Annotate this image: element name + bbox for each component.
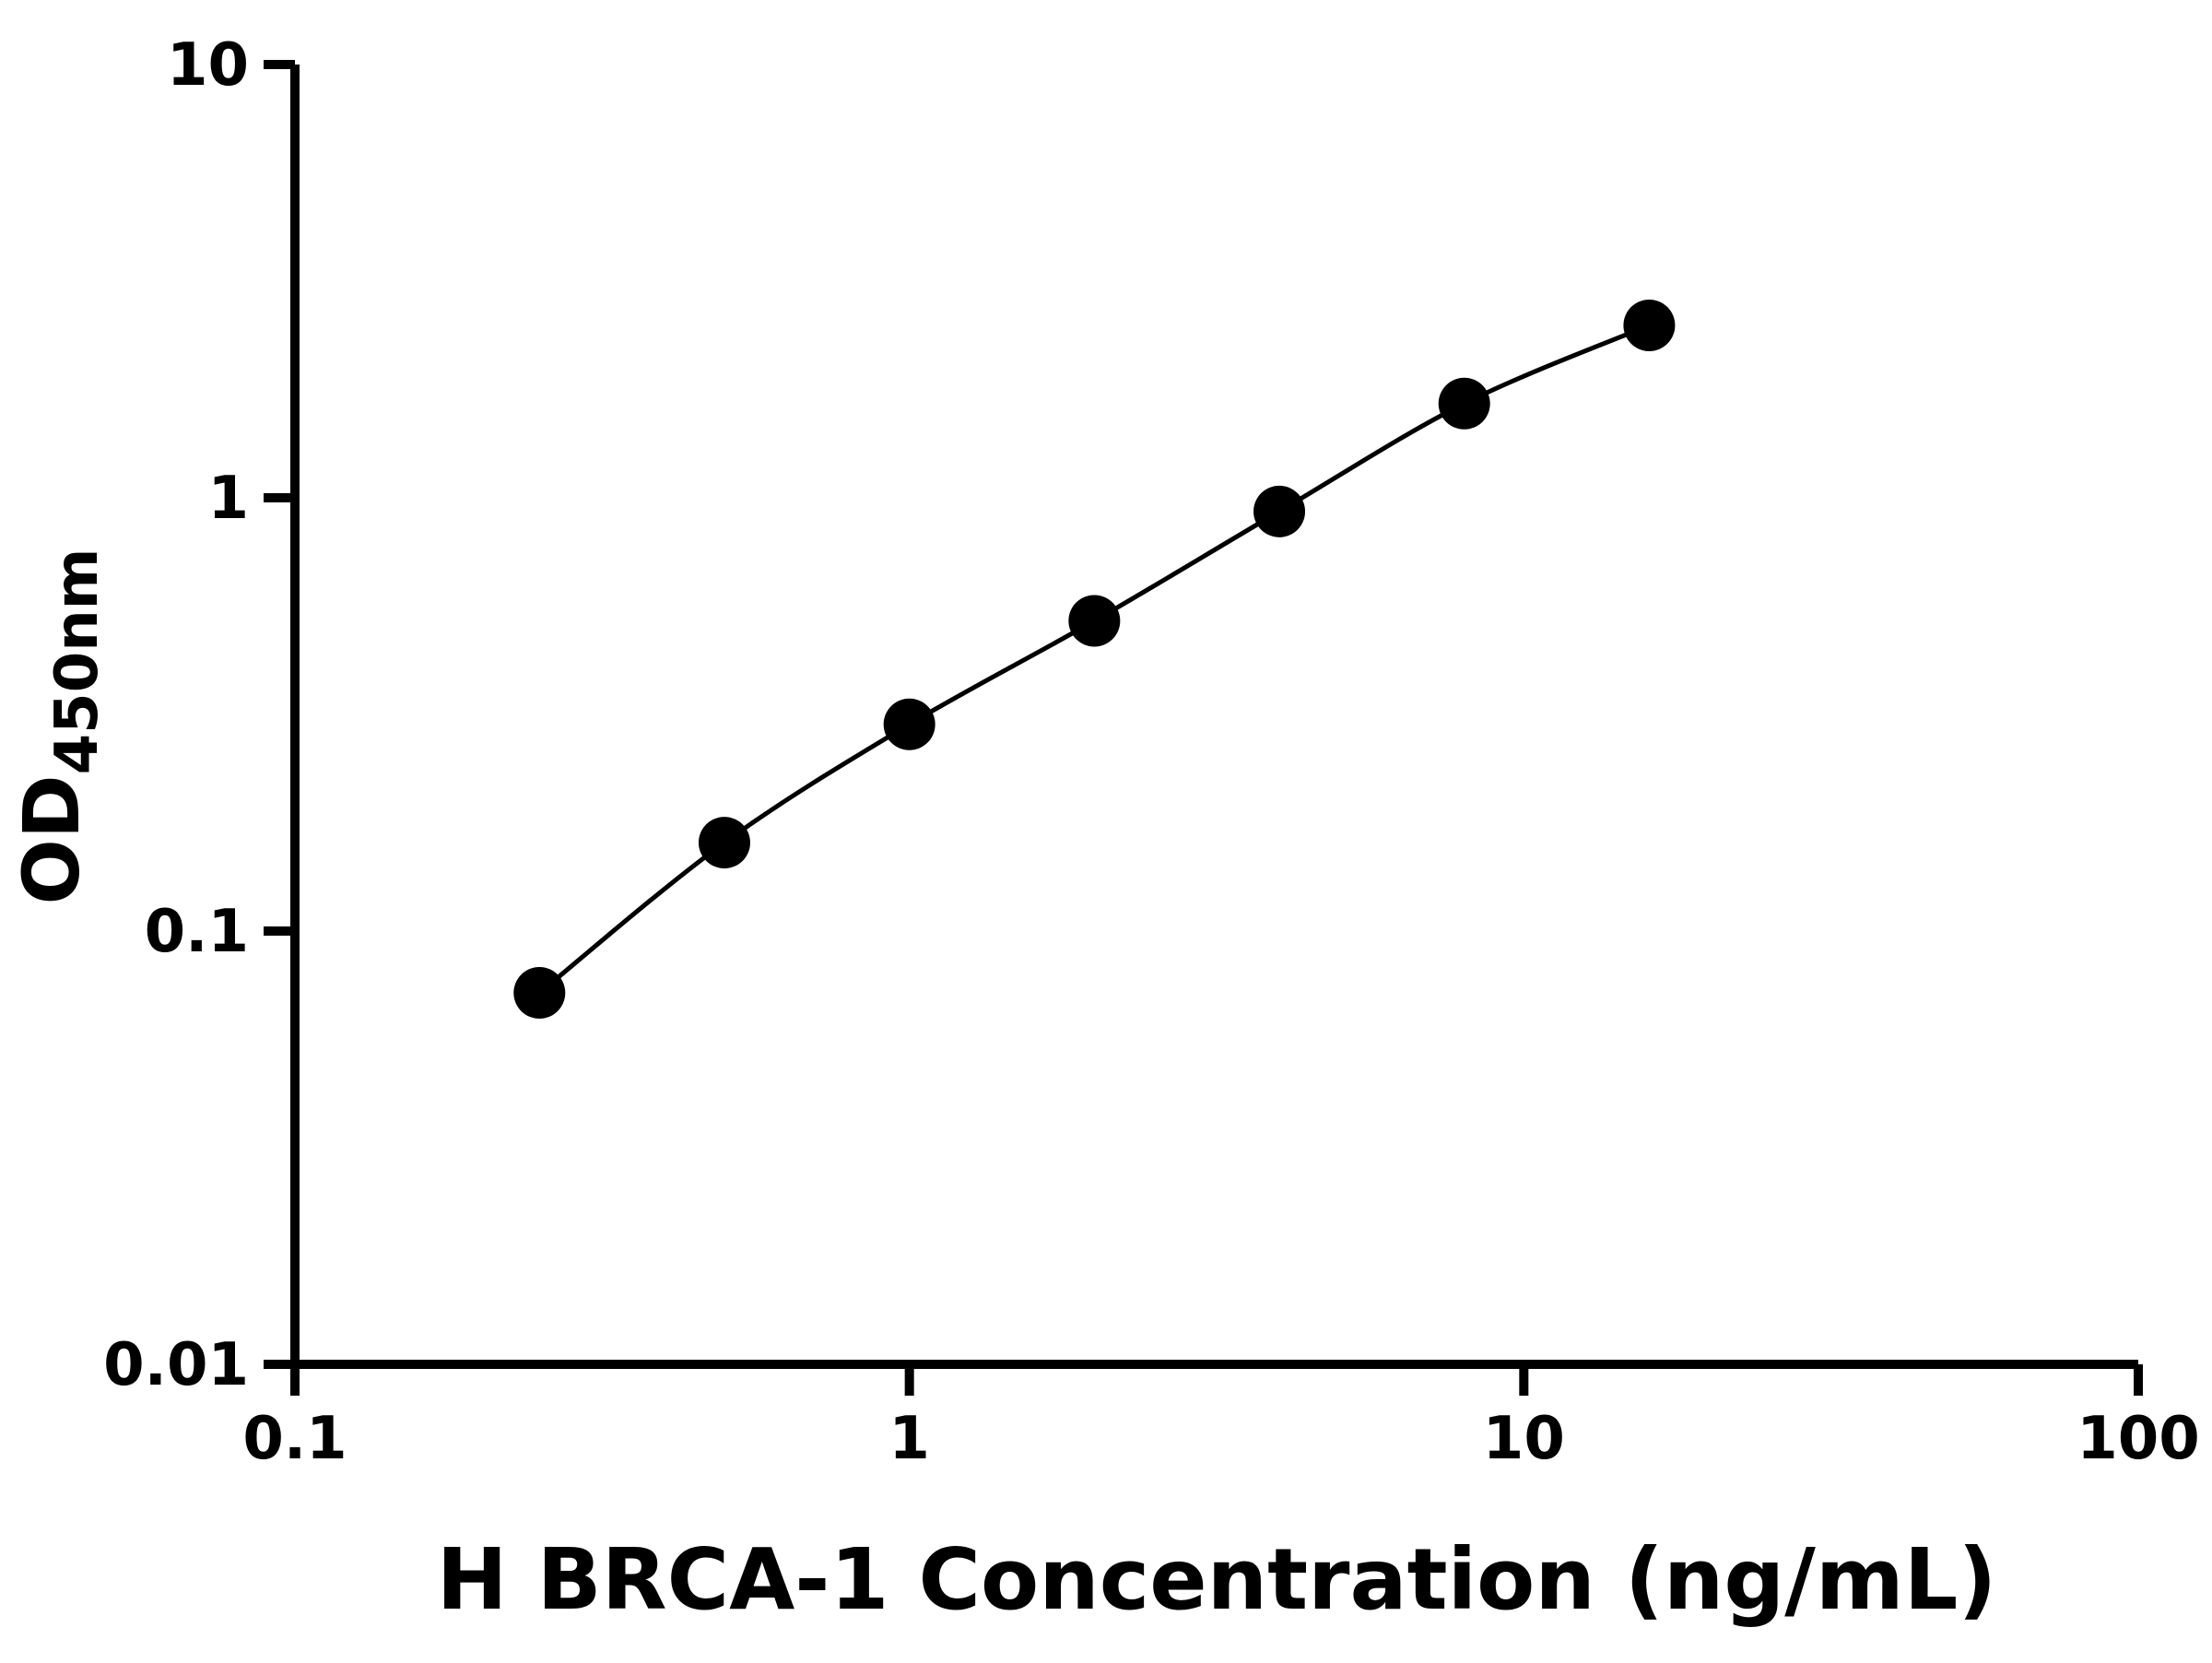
y-tick-label: 0.1: [145, 898, 249, 966]
data-point: [1068, 595, 1121, 647]
data-point: [1623, 299, 1676, 351]
x-tick-label: 0.1: [242, 1405, 347, 1473]
y-tick-label: 1: [207, 465, 249, 533]
x-axis-title: H BRCA-1 Concentration (ng/mL): [437, 1530, 1997, 1629]
x-tick-label: 100: [2077, 1405, 2200, 1473]
data-point: [513, 967, 566, 1020]
curve-line: [537, 323, 1651, 995]
x-tick-label: 1: [888, 1405, 930, 1473]
x-tick-label: 10: [1483, 1405, 1565, 1473]
data-point: [1253, 485, 1306, 537]
y-axis-title-main: OD: [6, 774, 97, 904]
data-point: [883, 698, 935, 750]
data-point: [698, 817, 750, 869]
axes-spines: [290, 65, 2138, 1369]
data-point: [1438, 377, 1490, 430]
y-tick-label: 10: [167, 31, 249, 100]
y-tick-label: 0.01: [103, 1331, 249, 1399]
y-axis-title: OD450nm: [6, 548, 112, 905]
y-axis-title-subscript: 450nm: [43, 548, 112, 775]
